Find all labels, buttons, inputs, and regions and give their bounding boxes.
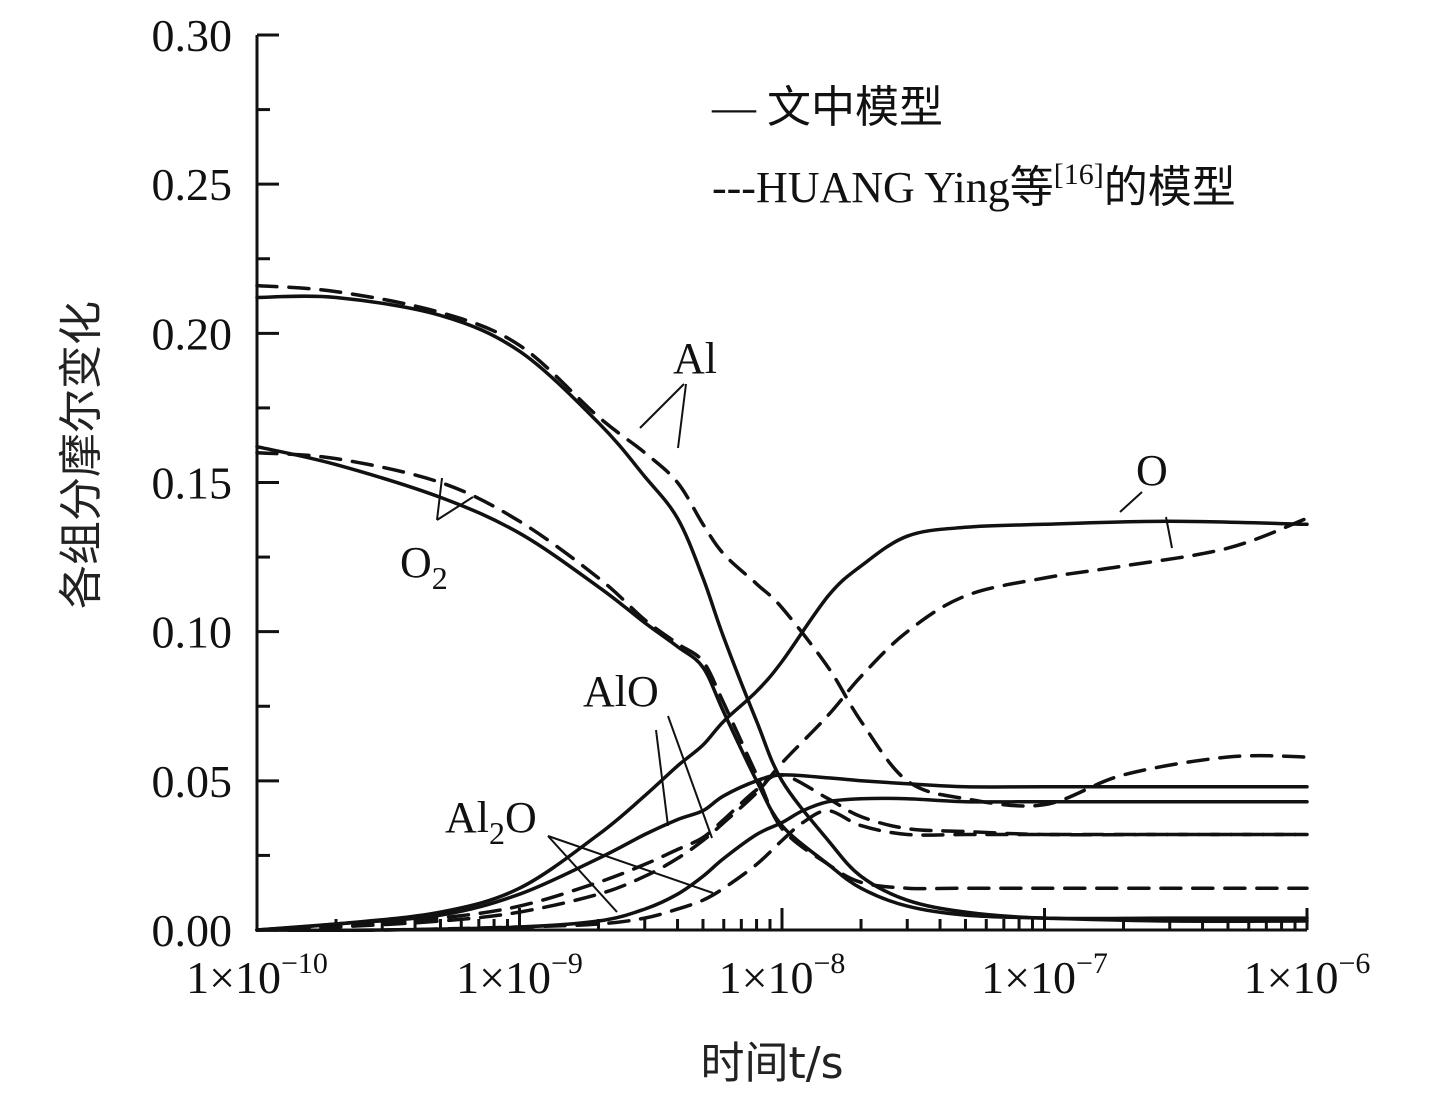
y-tick-label: 0.30 bbox=[152, 10, 233, 61]
label-al2o: Al2O bbox=[445, 793, 537, 851]
y-tick-label: 0.20 bbox=[152, 308, 233, 359]
y-tick-label: 0.00 bbox=[152, 905, 233, 956]
label-alo: AlO bbox=[583, 667, 659, 716]
label-al: Al bbox=[673, 334, 717, 383]
leader-alo-dashed bbox=[667, 715, 713, 839]
label-al2o-sub: 2 bbox=[489, 815, 505, 851]
leader-o2-solid bbox=[436, 496, 474, 521]
x-tick-label: 1×10−7 bbox=[981, 947, 1108, 1003]
x-tick-exponent: −10 bbox=[281, 947, 328, 980]
annotations: Al O2 O AlO Al2O bbox=[400, 334, 1168, 851]
y-tick-label: 0.10 bbox=[152, 607, 233, 658]
label-o: O bbox=[1136, 446, 1168, 495]
x-tick-exponent: −6 bbox=[1339, 947, 1371, 980]
series-al2o-dashed bbox=[255, 808, 1309, 932]
leader-o2-dashed bbox=[436, 477, 443, 521]
x-tick-base: 1×10 bbox=[456, 952, 551, 1003]
x-tick-exponent: −7 bbox=[1076, 947, 1108, 980]
y-axis-title: 各组分摩尔变化 bbox=[56, 301, 107, 609]
leader-al-dashed bbox=[677, 383, 687, 449]
series-o2-solid bbox=[255, 444, 1309, 923]
x-tick-base: 1×10 bbox=[1244, 952, 1339, 1003]
series-alo-solid bbox=[255, 773, 1309, 932]
label-o2-sub: 2 bbox=[432, 560, 448, 596]
axes: 0.000.050.100.150.200.250.301×10−10 1×10−… bbox=[152, 10, 1371, 1003]
leader-al2o-solid bbox=[547, 835, 618, 913]
legend-entry-dashed-label: ---HUANG Ying等 bbox=[712, 163, 1054, 212]
leader-o-solid bbox=[1119, 491, 1143, 513]
leader-alo-solid bbox=[655, 729, 669, 827]
series-o-dashed bbox=[255, 516, 1309, 932]
x-tick-label: 1×10−6 bbox=[1244, 947, 1371, 1003]
x-tick-exponent: −9 bbox=[551, 947, 583, 980]
curves bbox=[255, 283, 1309, 932]
y-tick-label: 0.05 bbox=[152, 756, 233, 807]
x-tick-base: 1×10 bbox=[981, 952, 1076, 1003]
x-axis-title: 时间t/s bbox=[701, 1038, 844, 1089]
x-tick-base: 1×10 bbox=[186, 952, 281, 1003]
series-o2-dashed bbox=[255, 450, 1309, 891]
label-o2-base: O bbox=[400, 538, 432, 587]
x-tick-base: 1×10 bbox=[719, 952, 814, 1003]
series-alo-dashed bbox=[255, 773, 1309, 932]
label-al2o-rest: O bbox=[505, 793, 537, 842]
legend-entry-dashed: ---HUANG Ying等[16]的模型 bbox=[712, 158, 1236, 212]
x-tick-exponent: −8 bbox=[814, 947, 846, 980]
leader-o-dashed bbox=[1165, 516, 1173, 549]
legend-entry-dashed-suffix: 的模型 bbox=[1104, 163, 1236, 212]
annotation-leaders bbox=[436, 383, 1173, 913]
y-tick-label: 0.15 bbox=[152, 458, 233, 509]
series-al-dashed bbox=[255, 283, 1309, 808]
series-o-solid bbox=[255, 519, 1309, 932]
legend: — 文中模型 ---HUANG Ying等[16]的模型 bbox=[711, 83, 1236, 212]
label-o2: O2 bbox=[400, 538, 448, 596]
y-tick-label: 0.25 bbox=[152, 159, 233, 210]
x-tick-label: 1×10−9 bbox=[456, 947, 583, 1003]
legend-ref: [16] bbox=[1054, 158, 1104, 191]
legend-entry-solid: — 文中模型 bbox=[711, 83, 943, 132]
x-tick-label: 1×10−10 bbox=[186, 947, 328, 1003]
label-al2o-base: Al bbox=[445, 793, 489, 842]
leader-al-solid bbox=[639, 383, 685, 429]
x-tick-label: 1×10−8 bbox=[719, 947, 846, 1003]
leader-al2o-dashed bbox=[547, 835, 714, 894]
